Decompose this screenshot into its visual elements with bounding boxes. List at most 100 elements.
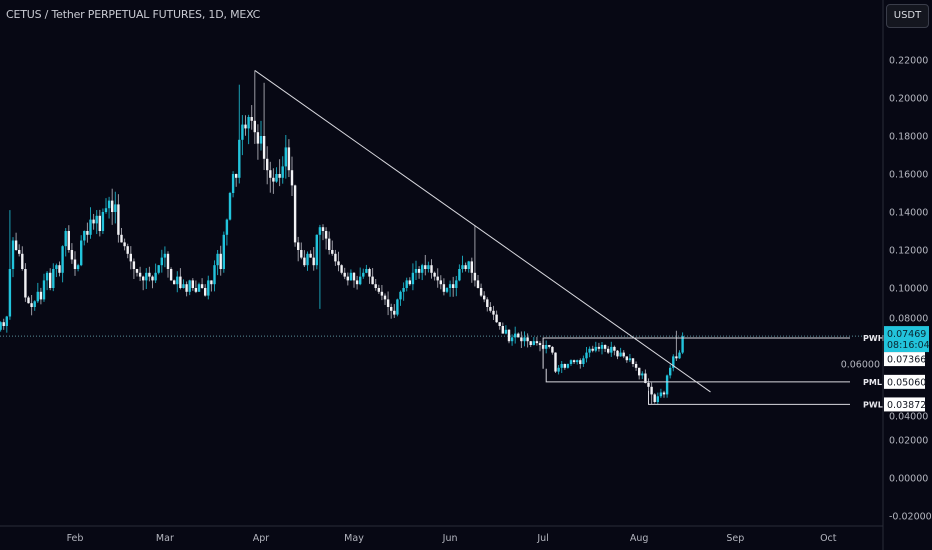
candle-body: [588, 348, 591, 353]
candle: [107, 196, 111, 219]
candle-body: [566, 364, 570, 368]
candle-body: [228, 193, 232, 220]
candle: [526, 333, 529, 348]
candle: [331, 240, 334, 256]
candle: [324, 227, 328, 250]
candle-body: [163, 253, 167, 258]
candle: [368, 267, 371, 284]
candle-body: [405, 280, 408, 288]
currency-button[interactable]: USDT: [886, 4, 929, 28]
candle: [281, 156, 284, 184]
candle-body: [452, 284, 455, 288]
level-price-value: 0.07366: [887, 355, 926, 366]
candle-body: [157, 265, 160, 273]
candle: [8, 210, 12, 320]
candle-body: [669, 367, 672, 376]
candle-body: [377, 288, 380, 292]
candle-body: [253, 120, 256, 133]
candle: [408, 277, 411, 286]
candle: [138, 266, 142, 282]
chart-title: CETUS / Tether PERPETUAL FUTURES, 1D, ME…: [6, 8, 261, 21]
candle-body: [235, 174, 238, 178]
candle: [520, 331, 523, 349]
candle-body: [476, 280, 480, 288]
candle-body: [427, 265, 430, 269]
candle: [222, 231, 225, 273]
candle: [439, 275, 442, 290]
candle-body: [492, 310, 495, 315]
candle: [275, 167, 278, 183]
candle: [194, 280, 198, 294]
candle: [129, 246, 132, 270]
candle: [597, 342, 601, 352]
candle: [492, 305, 495, 320]
candle-body: [439, 280, 442, 285]
candle: [390, 303, 393, 319]
candle: [117, 194, 120, 243]
candle-body: [129, 253, 132, 262]
candle-body: [0, 322, 2, 330]
candle: [672, 354, 675, 372]
candle-body: [2, 322, 5, 326]
x-tick-label: May: [344, 533, 364, 544]
candle: [30, 294, 33, 316]
candle: [173, 279, 176, 285]
candle: [489, 302, 492, 313]
candle: [111, 188, 114, 225]
time-axis[interactable]: Feb Mar Apr May Jun Jul Aug Sep Oct: [67, 533, 837, 544]
y-tick-label: 0.20000: [889, 94, 928, 105]
candle: [458, 264, 461, 282]
candle: [11, 237, 15, 278]
candle: [380, 284, 384, 301]
candle: [0, 321, 2, 332]
candle-body: [241, 124, 244, 140]
candle: [104, 198, 108, 214]
candle: [665, 374, 669, 398]
candle: [216, 250, 219, 276]
candle-body: [501, 326, 504, 334]
candle-body: [300, 250, 303, 258]
candle-body: [210, 280, 213, 285]
candle: [27, 295, 30, 304]
candle-body: [173, 280, 176, 285]
candle-body: [625, 356, 628, 361]
candle-body: [315, 234, 318, 266]
candle-body: [269, 170, 272, 178]
candle: [647, 378, 650, 391]
candle-body: [523, 337, 526, 342]
candle: [622, 350, 625, 359]
candle: [197, 282, 201, 292]
candle: [61, 245, 64, 283]
candle: [204, 284, 207, 297]
candle-body: [672, 356, 675, 368]
candle: [355, 275, 359, 290]
candle: [486, 297, 489, 312]
candle: [616, 350, 619, 360]
candle-body: [368, 269, 371, 277]
candle: [644, 369, 647, 384]
candle: [58, 261, 61, 277]
candle: [362, 268, 365, 279]
candle: [430, 259, 433, 279]
candle-body: [324, 231, 328, 239]
candle-body: [526, 337, 529, 342]
candle-body: [359, 276, 362, 285]
candle: [538, 341, 542, 352]
candle: [529, 341, 532, 348]
candle-body: [160, 257, 163, 266]
y-tick-label: 0.06000: [841, 360, 880, 371]
candle-body: [517, 333, 520, 338]
candle: [21, 246, 24, 271]
price-axis[interactable]: 0.22000 0.20000 0.18000 0.16000 0.14000 0.120…: [841, 56, 932, 523]
candle: [433, 271, 436, 281]
candle: [662, 390, 666, 398]
candle-body: [576, 360, 579, 363]
candle-body: [216, 253, 219, 266]
candle: [619, 347, 622, 357]
candle-body: [678, 352, 681, 359]
candle: [80, 235, 83, 267]
candle-body: [467, 261, 470, 269]
candle-body: [266, 158, 269, 171]
candle: [70, 243, 74, 264]
